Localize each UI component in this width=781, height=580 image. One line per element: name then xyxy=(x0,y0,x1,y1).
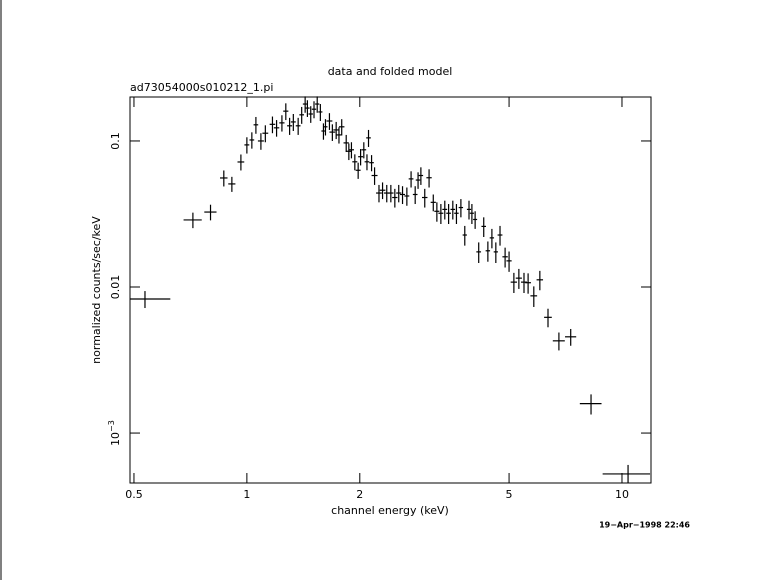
chart-subtitle: ad73054000s010212_1.pi xyxy=(130,81,273,94)
x-axis-label: channel energy (keV) xyxy=(331,504,449,517)
plot-frame xyxy=(129,96,652,484)
x-tick-label: 1 xyxy=(243,488,250,501)
y-tick-label: 0.1 xyxy=(109,132,122,150)
x-tick-label: 2 xyxy=(356,488,363,501)
y-tick-label: 0.01 xyxy=(109,275,122,300)
x-tick-label: 0.5 xyxy=(125,488,143,501)
chart-title: data and folded model xyxy=(328,65,453,78)
y-axis-label: normalized counts/sec/keV xyxy=(90,216,103,364)
x-tick-label: 10 xyxy=(615,488,629,501)
y-tick-label: 10−3 xyxy=(107,420,123,446)
timestamp: 19−Apr−1998 22:46 xyxy=(599,521,690,530)
x-tick-label: 5 xyxy=(506,488,513,501)
